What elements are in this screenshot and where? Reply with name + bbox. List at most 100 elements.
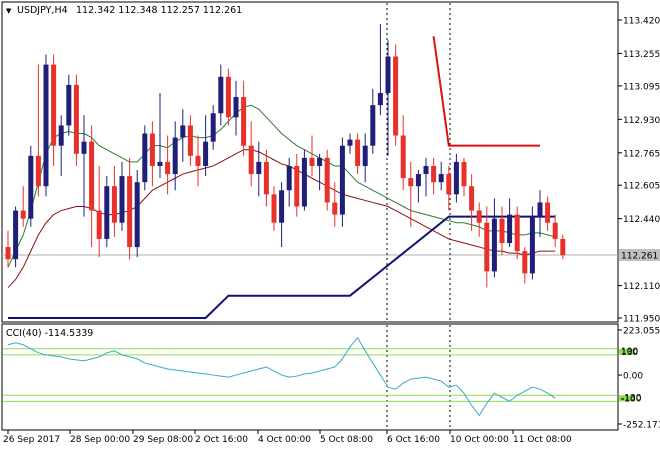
candle[interactable] — [66, 74, 72, 136]
candle[interactable] — [20, 186, 26, 227]
candle[interactable] — [233, 80, 239, 136]
candle-body — [28, 155, 34, 219]
candle[interactable] — [187, 115, 193, 166]
candle[interactable] — [301, 149, 307, 211]
candle[interactable] — [385, 40, 391, 156]
candle[interactable] — [431, 157, 437, 195]
period-separators — [386, 3, 451, 321]
candle[interactable] — [529, 206, 535, 280]
candle[interactable] — [58, 115, 64, 177]
candle[interactable] — [172, 121, 178, 191]
candle[interactable] — [286, 157, 292, 207]
price-tick-label: 113.255 — [623, 50, 660, 60]
candle[interactable] — [89, 125, 95, 248]
candle-body — [438, 174, 444, 183]
candle[interactable] — [43, 54, 49, 197]
candle[interactable] — [248, 121, 254, 187]
candle[interactable] — [149, 121, 155, 187]
candle[interactable] — [370, 88, 376, 154]
candle[interactable] — [423, 157, 429, 197]
candle[interactable] — [263, 149, 269, 207]
candle-body — [165, 161, 171, 175]
candle[interactable] — [195, 135, 201, 187]
current-price-label-bg — [619, 249, 660, 261]
cci-period-separators — [386, 325, 451, 429]
candle[interactable] — [522, 247, 528, 284]
candle[interactable] — [408, 161, 414, 227]
candle[interactable] — [157, 92, 163, 179]
candle[interactable] — [560, 234, 566, 260]
candle[interactable] — [73, 74, 79, 166]
chart-ohlc-values: 112.342 112.348 112.257 112.261 — [76, 5, 242, 16]
candle[interactable] — [362, 133, 368, 183]
candle[interactable] — [104, 176, 110, 248]
candle[interactable] — [5, 230, 11, 268]
price-panel[interactable]: 113.420 113.255 113.095 112.930 112.765 112.6… — [1, 1, 660, 325]
candle[interactable] — [438, 161, 444, 191]
candle[interactable] — [294, 153, 300, 217]
candle-body — [203, 141, 209, 166]
candle[interactable] — [142, 125, 148, 191]
candle[interactable] — [203, 115, 209, 177]
price-tick-label: 112.110 — [623, 282, 660, 292]
chart-dropdown-icon[interactable]: ▼ — [6, 7, 12, 15]
candle-body — [294, 165, 300, 207]
candle[interactable] — [537, 190, 543, 237]
candle[interactable] — [28, 145, 34, 227]
candle[interactable] — [545, 196, 551, 231]
candle[interactable] — [453, 153, 459, 203]
candlesticks[interactable] — [5, 24, 566, 288]
candle[interactable] — [514, 206, 520, 260]
candle[interactable] — [324, 149, 330, 211]
candle[interactable] — [347, 133, 353, 154]
candle-body — [339, 145, 345, 215]
candle[interactable] — [393, 44, 399, 146]
candle-body — [5, 247, 11, 260]
candle[interactable] — [241, 80, 247, 156]
candle[interactable] — [218, 64, 224, 126]
candle[interactable] — [271, 186, 277, 231]
candle-body — [187, 125, 193, 156]
candle-body — [58, 125, 64, 146]
candle-body — [499, 218, 505, 243]
candle[interactable] — [507, 198, 513, 248]
candle[interactable] — [127, 157, 133, 260]
candle[interactable] — [51, 54, 57, 166]
candle[interactable] — [279, 182, 285, 248]
candle[interactable] — [309, 135, 315, 177]
candle-body — [286, 165, 292, 191]
candle[interactable] — [377, 24, 383, 116]
candle-body — [271, 194, 277, 223]
candle[interactable] — [134, 170, 140, 258]
price-tick-label: 113.095 — [623, 82, 660, 92]
candle[interactable] — [111, 165, 117, 237]
candle[interactable] — [484, 206, 490, 288]
candle[interactable] — [332, 182, 338, 227]
candle[interactable] — [355, 133, 361, 175]
candle[interactable] — [499, 206, 505, 256]
candle[interactable] — [35, 64, 41, 197]
candle[interactable] — [96, 165, 102, 258]
candle[interactable] — [552, 214, 558, 248]
candle[interactable] — [446, 165, 452, 211]
candle[interactable] — [317, 153, 323, 191]
candle[interactable] — [339, 137, 345, 227]
candle[interactable] — [415, 170, 421, 203]
candle[interactable] — [256, 141, 262, 197]
time-tick-label: 11 Oct 08:00 — [513, 435, 572, 445]
candle[interactable] — [491, 198, 497, 278]
candle[interactable] — [165, 135, 171, 195]
candle[interactable] — [81, 115, 87, 217]
candle[interactable] — [469, 174, 475, 231]
candle[interactable] — [180, 109, 186, 162]
candle[interactable] — [400, 115, 406, 191]
candle-body — [355, 139, 361, 166]
candle[interactable] — [13, 206, 19, 268]
candle[interactable] — [461, 157, 467, 197]
candle[interactable] — [119, 161, 125, 231]
candle[interactable] — [210, 105, 216, 150]
candle[interactable] — [225, 68, 231, 126]
candle[interactable] — [476, 202, 482, 237]
